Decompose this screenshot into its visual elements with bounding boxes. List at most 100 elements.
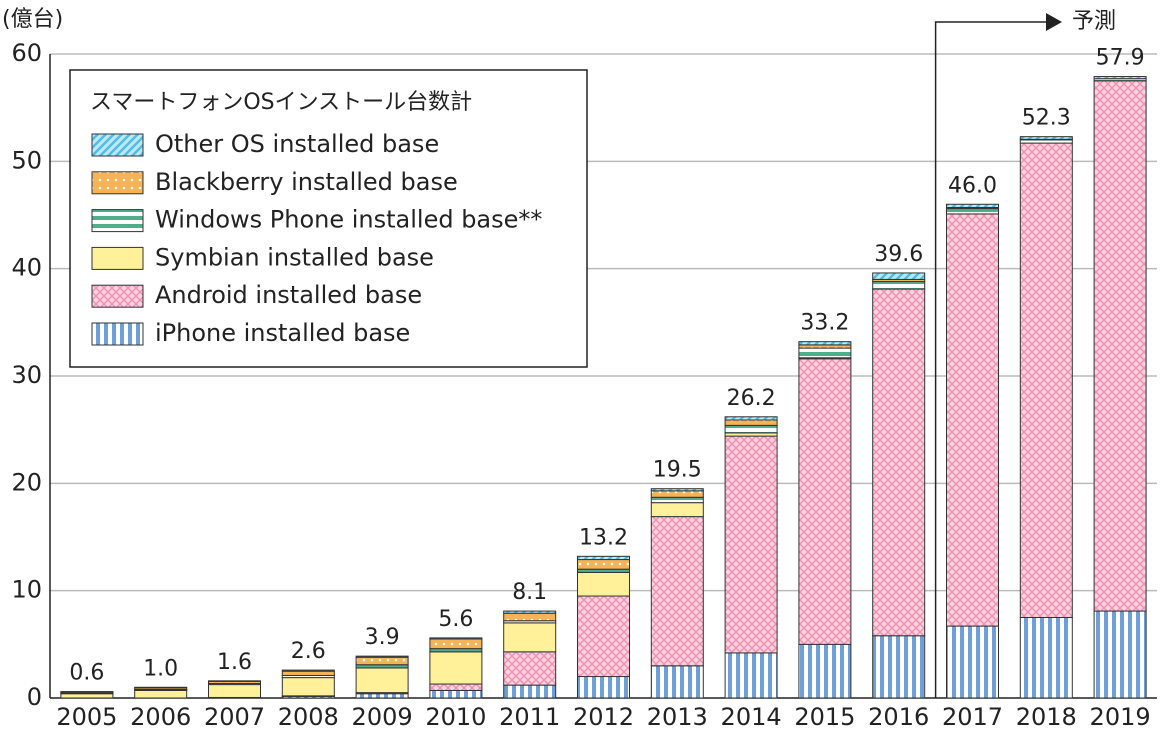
bar-segment: [577, 676, 630, 699]
y-tick-label: 30: [11, 361, 42, 389]
bar-segment: [60, 693, 114, 699]
bar-segment: [650, 490, 704, 498]
y-tick-label: 40: [11, 254, 42, 282]
legend-swatch: [91, 284, 144, 308]
legend-label: iPhone installed base: [155, 319, 410, 347]
total-label: 39.6: [874, 242, 923, 267]
x-tick-label: 2005: [56, 703, 117, 730]
annotation: 予測: [1072, 9, 1116, 34]
bar-segment: [1019, 142, 1073, 618]
bar-segment: [1093, 76, 1147, 80]
bar-segment: [946, 213, 999, 627]
legend-swatch: [91, 209, 144, 233]
x-tick-label: 2009: [352, 703, 413, 730]
bar-segment: [577, 595, 630, 678]
x-tick-label: 2010: [425, 703, 486, 730]
bar-segment: [208, 684, 261, 698]
legend-label: Windows Phone installed base**: [155, 206, 542, 234]
bar-segment: [724, 424, 778, 434]
legend-title: スマートフォンOSインストール台数計: [90, 90, 472, 115]
total-label: 0.6: [69, 661, 104, 686]
y-tick-label: 20: [11, 468, 42, 496]
bar-segment: [798, 341, 852, 346]
bar-segment: [429, 689, 483, 699]
bar-segment: [1093, 80, 1147, 612]
bar-segment: [503, 684, 557, 699]
bar-segment: [429, 651, 483, 685]
bar-segment: [429, 683, 483, 691]
bar-segment: [577, 559, 630, 570]
total-label: 57.9: [1096, 46, 1145, 71]
bar-segment: [1093, 610, 1147, 699]
bar-segment: [872, 272, 926, 280]
total-label: 19.5: [653, 458, 702, 483]
bar-segment: [650, 502, 704, 518]
x-tick-label: 2014: [721, 703, 782, 730]
total-label: 46.0: [948, 173, 997, 198]
y-tick-label: 60: [11, 39, 42, 67]
x-tick-label: 2012: [573, 703, 634, 730]
x-tick-label: 2016: [868, 703, 929, 730]
y-tick-label: 0: [27, 683, 42, 711]
bar-segment: [872, 288, 926, 637]
x-tick-label: 2015: [794, 703, 855, 730]
bar-segment: [1019, 617, 1073, 699]
bar-segment: [650, 488, 704, 492]
legend-label: Symbian installed base: [155, 243, 434, 271]
bar-segment: [724, 652, 778, 699]
bar-segment: [503, 610, 557, 614]
total-label: 1.0: [143, 656, 178, 681]
bar-segment: [355, 693, 409, 699]
total-label: 26.2: [727, 386, 776, 411]
bar-segment: [872, 635, 926, 699]
bar-segment: [429, 638, 483, 650]
arrow-head: [1046, 13, 1062, 31]
bar-segment: [946, 208, 999, 215]
bar-segment: [503, 651, 557, 686]
x-tick-label: 2006: [130, 703, 191, 730]
total-label: 52.3: [1022, 106, 1071, 131]
x-tick-label: 2008: [278, 703, 339, 730]
legend-label: Android installed base: [155, 281, 422, 309]
legend-swatch: [91, 171, 144, 195]
bar-segment: [650, 496, 704, 504]
bar-segment: [281, 669, 335, 672]
total-label: 3.9: [365, 625, 400, 650]
x-tick-label: 2019: [1090, 703, 1151, 730]
x-tick-label: 2017: [942, 703, 1003, 730]
bar-segment: [872, 281, 926, 290]
total-label: 8.1: [512, 580, 547, 605]
bar-segment: [650, 516, 704, 667]
total-label: 13.2: [579, 525, 628, 550]
bar-segment: [724, 435, 778, 654]
legend-swatch: [91, 322, 144, 346]
y-tick-label: 10: [11, 576, 42, 604]
bar-segment: [724, 419, 778, 426]
bar-segment: [429, 637, 483, 640]
legend-label: Other OS installed base: [155, 130, 439, 158]
x-tick-label: 2013: [647, 703, 708, 730]
bar-segment: [134, 689, 188, 699]
total-label: 1.6: [217, 650, 252, 675]
legend-swatch: [91, 133, 144, 157]
x-tick-label: 2007: [204, 703, 265, 730]
bar-segment: [650, 665, 704, 699]
forecast-arrow: [934, 21, 1050, 698]
total-label: 5.6: [438, 607, 473, 632]
bar-segment: [355, 667, 409, 694]
bar-segment: [798, 358, 852, 645]
y-tick-label: 50: [11, 146, 42, 174]
legend-box: [69, 69, 588, 368]
bar-segment: [355, 655, 409, 658]
bar-segment: [281, 677, 335, 697]
x-tick-label: 2011: [499, 703, 560, 730]
bar-segment: [355, 656, 409, 666]
bar-segment: [946, 625, 999, 699]
bar-segment: [208, 680, 261, 682]
total-label: 33.2: [800, 311, 849, 336]
bar-segment: [946, 203, 999, 208]
legend-swatch: [91, 246, 144, 270]
bar-segment: [60, 691, 114, 693]
bar-segment: [134, 686, 188, 689]
y-unit: (億台): [2, 7, 63, 32]
